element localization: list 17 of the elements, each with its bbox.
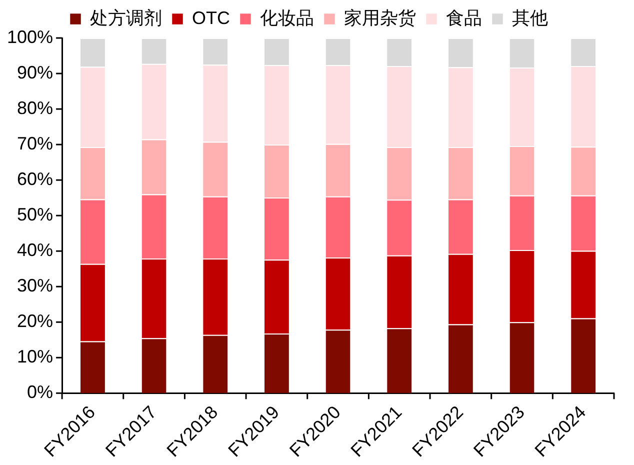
y-tick-label: 30% — [17, 276, 54, 296]
y-tick-label: 100% — [6, 26, 54, 47]
y-tick-label: 0% — [27, 382, 54, 402]
y-tick-label: 50% — [17, 204, 54, 225]
legend-label: 其他 — [512, 8, 548, 28]
y-tick-label: 70% — [17, 134, 54, 154]
legend-label: OTC — [192, 8, 230, 28]
y-tick-label: 10% — [17, 346, 54, 367]
y-tick-label: 90% — [17, 62, 54, 82]
y-tick-label: 20% — [17, 311, 54, 332]
legend-label: 处方调剂 — [90, 8, 162, 28]
y-tick-label: 80% — [17, 98, 54, 118]
legend-label: 家用杂货 — [344, 8, 416, 28]
y-tick-label: 60% — [17, 169, 54, 190]
legend-label: 化妆品 — [260, 8, 314, 28]
legend-label: 食品 — [446, 8, 482, 28]
y-tick-label: 40% — [17, 240, 54, 260]
